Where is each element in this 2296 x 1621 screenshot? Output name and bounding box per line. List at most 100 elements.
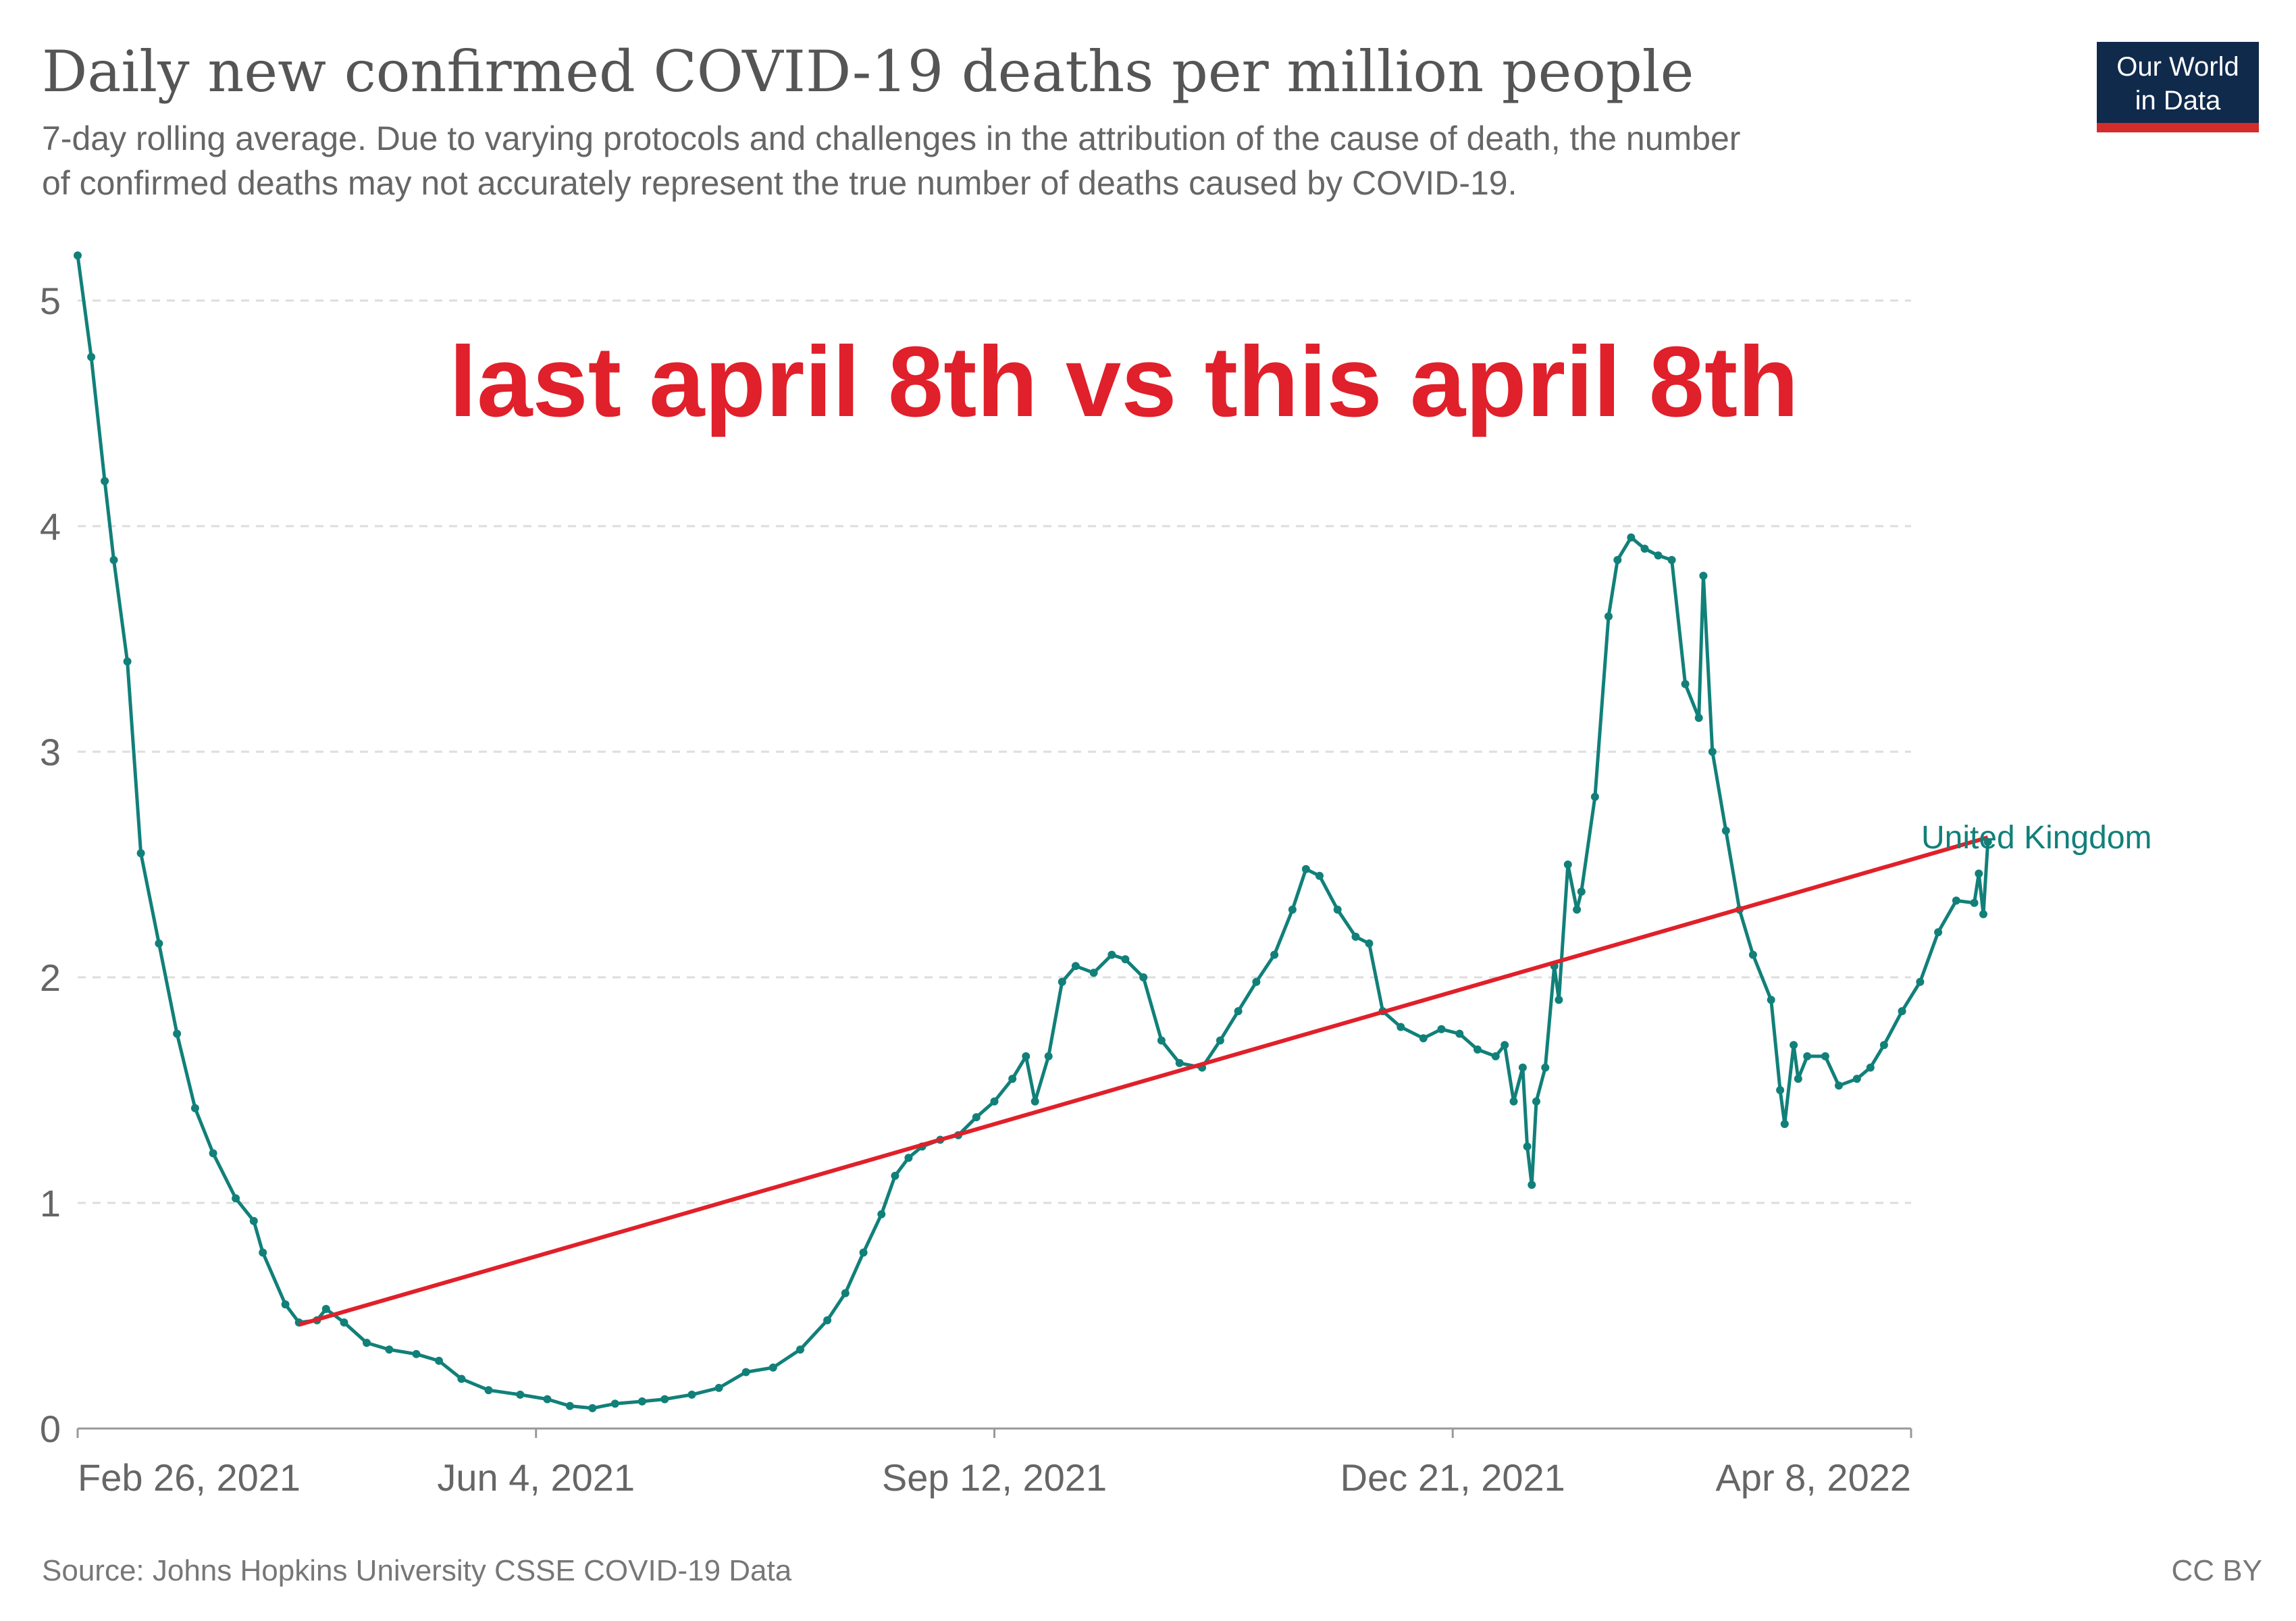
- data-point: [1333, 905, 1342, 914]
- data-point: [1455, 1029, 1464, 1038]
- data-point: [1532, 1097, 1540, 1106]
- y-axis-ticks: 0 1 2 3 4 5: [40, 280, 61, 1450]
- data-point: [1667, 556, 1676, 565]
- data-point: [543, 1395, 552, 1404]
- data-point: [281, 1300, 290, 1309]
- data-point: [232, 1194, 240, 1203]
- data-point: [1288, 905, 1297, 914]
- data-point: [1058, 977, 1066, 986]
- data-point: [1518, 1063, 1527, 1072]
- data-point: [1107, 950, 1116, 959]
- data-point: [1934, 928, 1943, 937]
- data-point: [259, 1248, 267, 1257]
- y-tick-label: 3: [40, 731, 61, 773]
- data-point: [660, 1395, 669, 1404]
- data-point: [1803, 1052, 1812, 1060]
- data-point: [768, 1363, 777, 1372]
- data-point: [1794, 1075, 1802, 1083]
- data-point: [1252, 977, 1261, 986]
- data-point: [109, 556, 118, 565]
- data-point: [190, 1104, 199, 1112]
- data-point: [1721, 826, 1730, 835]
- data-point: [484, 1386, 493, 1395]
- data-point: [1640, 544, 1649, 553]
- x-tick-label: Jun 4, 2021: [437, 1456, 635, 1499]
- data-point: [1234, 1007, 1243, 1016]
- data-point: [1397, 1023, 1405, 1031]
- x-tick-label: Feb 26, 2021: [78, 1456, 301, 1499]
- data-point: [1139, 973, 1148, 981]
- series-label-united-kingdom: United Kingdom: [1921, 820, 2152, 856]
- data-point: [1898, 1007, 1906, 1016]
- data-point: [74, 251, 82, 260]
- data-point: [1044, 1052, 1053, 1060]
- y-tick-label: 1: [40, 1182, 61, 1225]
- data-point: [796, 1345, 804, 1354]
- data-point: [687, 1390, 696, 1399]
- data-point: [1030, 1097, 1039, 1106]
- data-point: [1975, 869, 1983, 878]
- x-tick-label: Apr 8, 2022: [1715, 1456, 1911, 1499]
- logo-line2: in Data: [2135, 86, 2221, 115]
- data-point: [1437, 1025, 1446, 1033]
- data-point: [1509, 1097, 1518, 1106]
- data-point: [1694, 713, 1703, 722]
- data-point: [1835, 1081, 1843, 1090]
- data-point: [1573, 905, 1582, 914]
- x-axis: Feb 26, 2021 Jun 4, 2021 Sep 12, 2021 Dec 2…: [76, 1427, 1912, 1499]
- data-point: [1748, 950, 1757, 959]
- data-point: [1590, 792, 1599, 801]
- data-point: [1952, 896, 1960, 905]
- trend-layer: [298, 835, 1989, 1327]
- data-point: [588, 1404, 597, 1412]
- data-point: [1577, 887, 1586, 896]
- data-point: [1175, 1058, 1184, 1067]
- data-point: [990, 1097, 999, 1106]
- data-point: [1541, 1063, 1550, 1072]
- data-point: [1157, 1036, 1166, 1045]
- y-tick-label: 5: [40, 280, 61, 322]
- data-point: [637, 1397, 646, 1406]
- data-point: [1555, 996, 1563, 1004]
- y-tick-label: 4: [40, 505, 61, 548]
- data-point: [1866, 1063, 1875, 1072]
- data-point: [155, 939, 163, 948]
- chart-subtitle-line2: of confirmed deaths may not accurately r…: [42, 164, 1517, 202]
- data-point: [1071, 962, 1080, 971]
- data-point: [1916, 977, 1925, 986]
- license-note: CC BY: [2172, 1554, 2262, 1587]
- trend-line: [298, 835, 1989, 1327]
- logo-line1: Our World: [2116, 52, 2239, 82]
- data-point: [1879, 1041, 1888, 1050]
- data-point: [610, 1399, 619, 1408]
- data-point: [321, 1305, 330, 1313]
- data-point: [1780, 1120, 1789, 1129]
- data-point: [1979, 910, 1987, 919]
- owid-logo[interactable]: Our World in Data: [2097, 42, 2259, 132]
- data-point: [249, 1216, 258, 1225]
- data-point: [1121, 955, 1130, 964]
- data-point: [1790, 1041, 1798, 1050]
- data-point: [1301, 865, 1310, 873]
- logo-background: [2097, 42, 2259, 130]
- data-point: [1351, 932, 1360, 941]
- data-point: [385, 1345, 394, 1354]
- data-point: [173, 1029, 182, 1038]
- data-point: [101, 477, 109, 486]
- data-point: [1563, 860, 1572, 869]
- data-point: [891, 1171, 899, 1180]
- data-point: [1627, 533, 1636, 542]
- logo-stripe: [2097, 123, 2259, 132]
- y-tick-label: 2: [40, 956, 61, 999]
- data-point: [859, 1248, 868, 1257]
- chart-subtitle-line1: 7-day rolling average. Due to varying pr…: [42, 120, 1740, 157]
- data-point: [1776, 1086, 1785, 1094]
- data-point: [1767, 996, 1775, 1004]
- data-point: [1473, 1045, 1482, 1054]
- data-point: [1365, 939, 1374, 948]
- data-point: [1008, 1075, 1017, 1083]
- data-point: [1708, 748, 1717, 756]
- x-tick-label: Dec 21, 2021: [1340, 1456, 1565, 1499]
- data-point: [1970, 898, 1979, 907]
